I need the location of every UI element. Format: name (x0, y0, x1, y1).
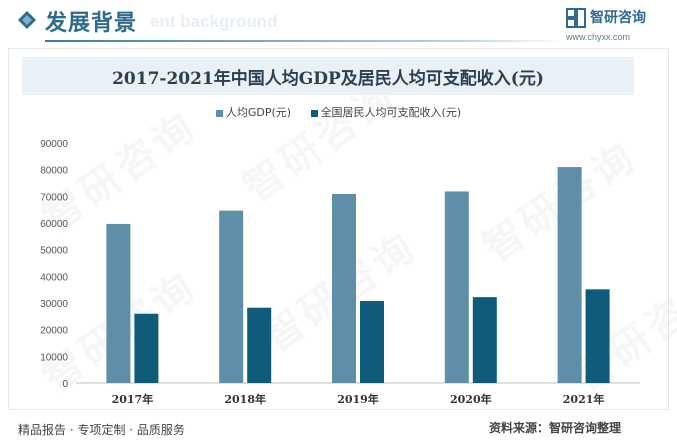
legend-swatch-income (310, 109, 318, 117)
y-tick-label: 60000 (40, 219, 68, 230)
legend-label-gdp: 人均GDP(元) (225, 106, 292, 119)
bar-gdp (557, 167, 582, 383)
x-tick-label: 2017年 (112, 392, 154, 406)
x-tick-label: 2018年 (224, 392, 266, 406)
y-tick-label: 10000 (40, 352, 68, 363)
x-tick-label: 2019年 (337, 392, 379, 406)
footer-source: 资料来源：智研咨询整理 (489, 421, 622, 435)
chart-title: 2017-2021年中国人均GDP及居民人均可支配收入(元) (112, 69, 544, 89)
footer-tagline: 精品报告 · 专项定制 · 品质服务 (18, 423, 185, 437)
x-tick-label: 2020年 (450, 392, 492, 406)
bar-income (247, 307, 272, 383)
bar-gdp (332, 193, 356, 383)
legend-item-income: 全国居民人均可支配收入(元) (310, 104, 462, 120)
bar-income (134, 313, 159, 383)
section-subtitle: ent background (150, 12, 278, 31)
chart-legend: 人均GDP(元) 全国居民人均可支配收入(元) (0, 104, 677, 120)
legend-item-gdp: 人均GDP(元) (215, 104, 292, 120)
bar-income (585, 289, 610, 383)
y-tick-label: 90000 (40, 139, 68, 150)
legend-swatch-gdp (215, 109, 223, 117)
y-tick-label: 50000 (40, 246, 68, 257)
bar-income (472, 297, 497, 383)
bar-chart: 0 10000 20000 30000 40000 50000 60000 70000 8000… (40, 139, 640, 406)
bar-income (360, 301, 384, 383)
logo-url: www.chyxx.com (566, 32, 631, 42)
bar-gdp (106, 223, 131, 383)
brand-logo: 智研咨询 www.chyxx.com (566, 6, 666, 42)
y-tick-label: 20000 (40, 326, 68, 337)
y-tick-label: 0 (62, 379, 68, 390)
diamond-icon (18, 11, 36, 29)
y-tick-label: 40000 (40, 272, 68, 283)
legend-label-income: 全国居民人均可支配收入(元) (320, 106, 462, 119)
section-title: 发展背景 (45, 11, 138, 36)
header-divider (45, 40, 565, 42)
y-tick-label: 30000 (40, 299, 68, 310)
page-footer: 精品报告 · 专项定制 · 品质服务 资料来源：智研咨询整理 (0, 410, 677, 440)
logo-name: 智研咨询 (590, 10, 646, 26)
x-tick-label: 2021年 (563, 392, 605, 406)
chart-title-band: 2017-2021年中国人均GDP及居民人均可支配收入(元) (22, 57, 634, 95)
y-tick-label: 80000 (40, 166, 68, 177)
logo-icon (566, 8, 586, 28)
y-tick-label: 70000 (40, 192, 68, 203)
bar-gdp (219, 210, 244, 383)
page-header: 发展背景 ent background 智研咨询 www.chyxx.com (0, 0, 677, 44)
bar-gdp (444, 191, 469, 383)
